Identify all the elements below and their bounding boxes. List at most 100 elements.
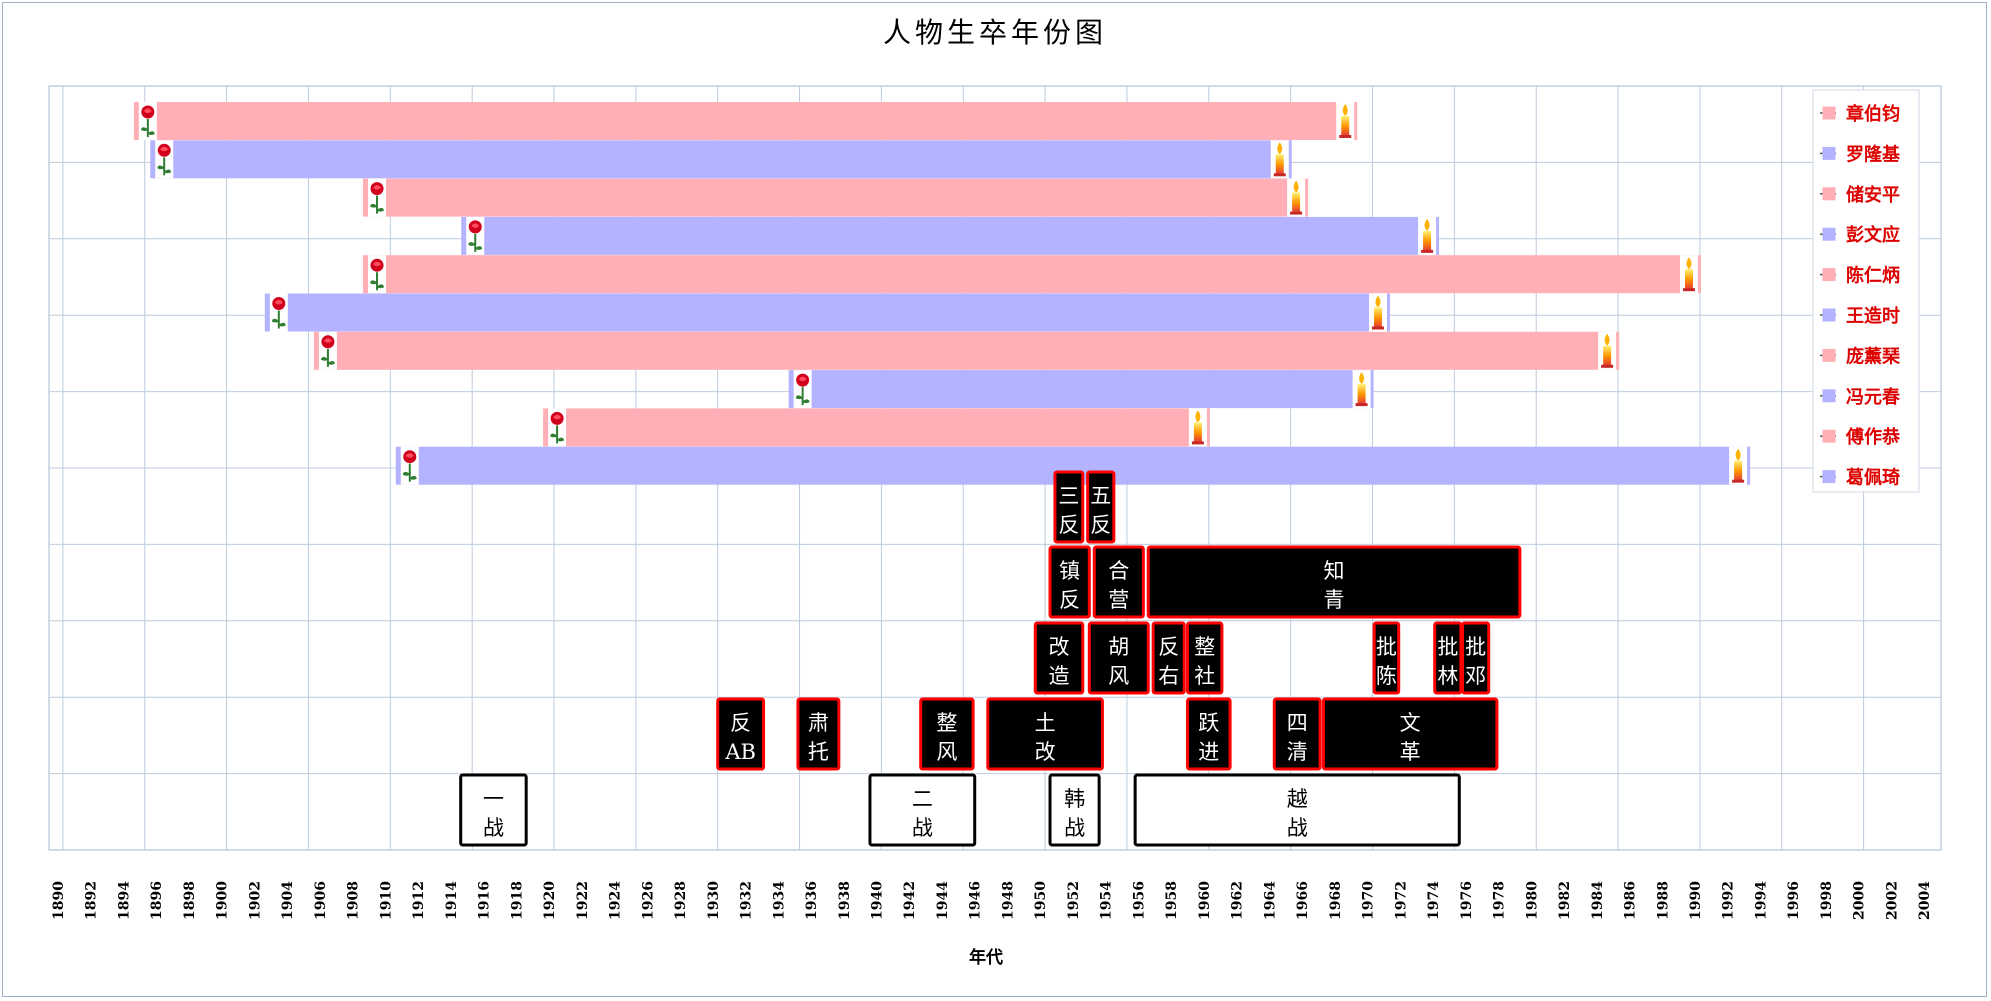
movement-block (1086, 470, 1116, 544)
rose-icon (154, 139, 175, 180)
rose-icon (367, 177, 388, 218)
candle-icon (1368, 293, 1387, 332)
rose-icon (137, 101, 158, 141)
x-tick-label: 1946 (968, 881, 984, 920)
candle-icon (1270, 140, 1289, 179)
x-tick-label: 1932 (739, 881, 755, 920)
lifespan-bar (461, 216, 1440, 255)
x-tick-label: 1926 (640, 881, 656, 920)
x-tick-label: 1916 (477, 881, 493, 920)
legend-label: 彭文应 (1846, 224, 1900, 246)
event-label: 整 (1194, 635, 1215, 659)
movement-block (1186, 621, 1224, 695)
x-tick-label: 1910 (378, 881, 394, 920)
x-tick-label: 1930 (706, 881, 722, 920)
x-tick-label: 1898 (182, 881, 198, 920)
event-label: 知 (1324, 559, 1345, 583)
lifespan-bar (363, 255, 1701, 294)
war-block (1133, 773, 1461, 847)
x-tick-label: 1906 (313, 881, 329, 920)
x-tick-label: 1912 (411, 881, 427, 920)
event-blocks: 三反五反镇反合营知青改造胡风反右整社批陈批林批邓反AB肃托整风土改跃进四清文革一… (459, 470, 1522, 847)
candle-icon (1598, 331, 1617, 370)
event-label: 林 (1437, 664, 1458, 688)
war-block (868, 773, 977, 847)
x-tick-label: 1908 (346, 881, 362, 920)
x-tick-label: 1958 (1164, 881, 1180, 920)
movement-block (1053, 470, 1085, 544)
legend-swatch (1822, 187, 1836, 201)
event-label: 战 (912, 816, 933, 840)
chart-title: 人物生卒年份图 (883, 16, 1107, 49)
event-label: 反 (1090, 513, 1111, 537)
movement-block (1092, 545, 1145, 619)
event-label: 战 (1064, 816, 1085, 840)
event-label: 改 (1035, 740, 1056, 764)
event-label: 文 (1400, 711, 1421, 735)
movement-block (1186, 697, 1232, 771)
movement-block (796, 697, 841, 771)
lifespan-bar (788, 370, 1374, 409)
x-tick-label: 1990 (1688, 881, 1704, 920)
x-tick-label: 1892 (84, 881, 100, 920)
movement-block (986, 697, 1104, 771)
legend-label: 庞薰琹 (1846, 345, 1901, 367)
x-tick-label: 1918 (509, 881, 525, 920)
x-axis-label: 年代 (969, 947, 1003, 968)
candle-icon (1336, 102, 1355, 140)
x-tick-label: 1934 (771, 881, 787, 920)
lifespan-bar (363, 178, 1309, 217)
event-label: 反 (1158, 635, 1179, 659)
event-label: 批 (1437, 635, 1458, 659)
rose-icon (317, 330, 338, 371)
x-tick-label: 1986 (1623, 881, 1639, 920)
event-label: 清 (1287, 740, 1308, 764)
event-label: 五 (1090, 484, 1111, 508)
legend-swatch (1822, 308, 1836, 322)
x-tick-label: 1948 (1000, 881, 1016, 920)
candle-icon (1352, 370, 1371, 409)
event-label: 四 (1287, 711, 1308, 735)
x-tick-label: 1994 (1753, 881, 1769, 920)
legend-swatch (1822, 470, 1836, 484)
x-tick-label: 2004 (1917, 881, 1933, 920)
legend-label: 王造时 (1846, 305, 1900, 327)
event-label: 革 (1400, 740, 1421, 764)
x-tick-label: 1976 (1459, 881, 1475, 920)
event-label: 战 (483, 816, 504, 840)
movement-block (716, 697, 766, 771)
x-tick-label: 1944 (935, 881, 951, 920)
event-label: 反 (1059, 588, 1080, 612)
x-tick-label: 1970 (1361, 881, 1377, 920)
x-tick-label: 1936 (804, 881, 820, 920)
candle-icon (1287, 178, 1306, 217)
event-label: 反 (730, 711, 751, 735)
x-tick-label: 1966 (1295, 881, 1311, 920)
movement-block (1146, 545, 1522, 619)
x-tick-label: 1968 (1328, 881, 1344, 920)
legend-label: 冯元春 (1846, 386, 1901, 408)
event-label: AB (724, 740, 756, 764)
x-tick-label: 1956 (1131, 881, 1147, 920)
legend-swatch (1822, 268, 1836, 282)
x-tick-label: 1992 (1721, 881, 1737, 920)
movement-block (1461, 621, 1491, 695)
x-tick-label: 1972 (1393, 881, 1409, 920)
event-label: 邓 (1465, 664, 1486, 688)
x-tick-label: 1998 (1819, 881, 1835, 920)
event-label: 三 (1058, 484, 1079, 508)
x-tick-label: 1942 (902, 881, 918, 920)
lifespan-bars (133, 101, 1751, 486)
rose-icon (367, 254, 388, 295)
x-tick-label: 1938 (837, 881, 853, 920)
movement-block (1151, 621, 1186, 695)
x-tick-label: 1950 (1033, 881, 1049, 920)
x-tick-label: 1920 (542, 881, 558, 920)
event-label: 风 (1108, 664, 1129, 688)
candle-icon (1418, 216, 1437, 255)
event-label: 陈 (1376, 664, 1397, 688)
x-tick-label: 1988 (1655, 881, 1671, 920)
